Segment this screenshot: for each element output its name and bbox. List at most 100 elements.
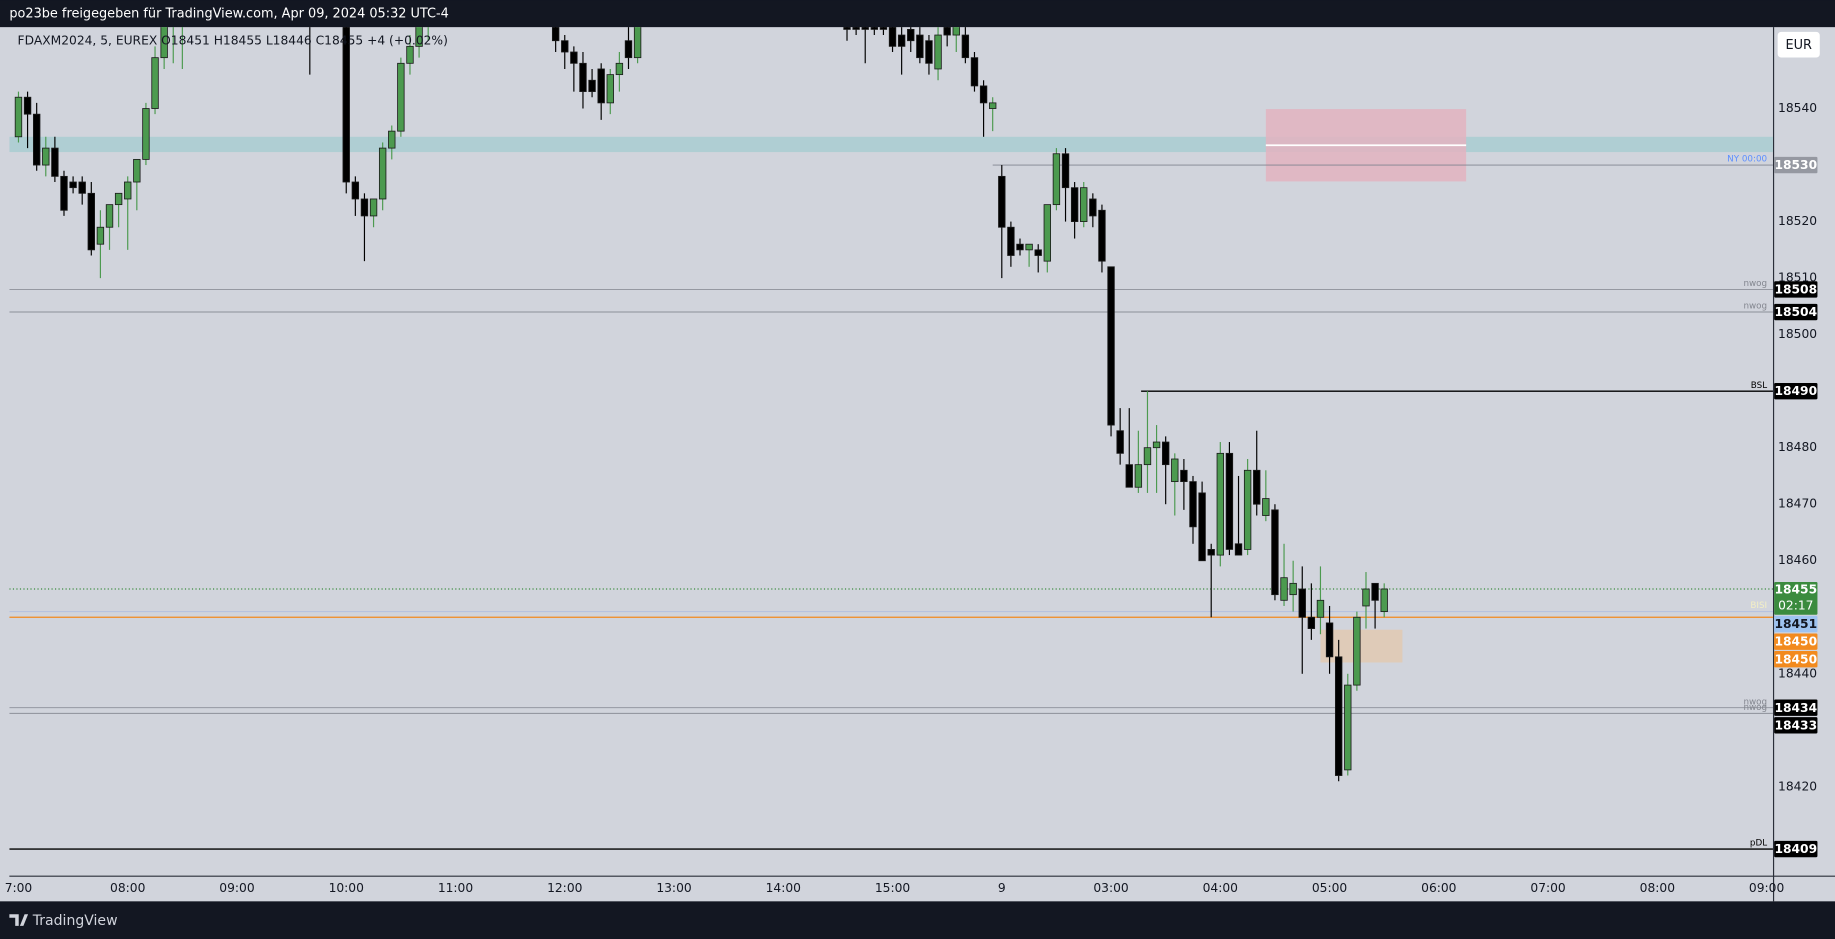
candle-body — [14, 96, 23, 138]
x-tick-label: 13:00 — [656, 881, 691, 895]
chart-area — [0, 27, 1835, 902]
candle-body — [1380, 588, 1388, 613]
y-tick-label: 18420 — [1778, 779, 1817, 793]
candle-body — [415, 27, 423, 47]
candle-body — [989, 102, 997, 109]
price-tag-label: 18451 — [1774, 617, 1817, 631]
candle-body — [1134, 464, 1143, 488]
candle-body — [378, 147, 387, 200]
zone — [9, 136, 1773, 153]
candle-body — [1043, 204, 1052, 262]
candle-body — [961, 34, 970, 59]
candle-body — [1253, 469, 1261, 505]
x-tick-label: 07:00 — [1530, 881, 1565, 895]
candle-body — [1152, 441, 1161, 449]
candle-body — [1098, 209, 1106, 262]
candle-body — [1262, 498, 1270, 516]
candle-body — [142, 108, 150, 160]
y-tick-label: 18460 — [1778, 553, 1817, 567]
candle-body — [579, 62, 587, 92]
plot — [9, 27, 1773, 850]
candle-body — [1271, 509, 1279, 596]
candle-body — [979, 85, 988, 104]
candle-body — [1180, 469, 1188, 483]
x-tick-label: 04:00 — [1203, 881, 1238, 895]
candle-body — [351, 181, 360, 200]
candle-body — [1089, 198, 1097, 217]
candle-body — [843, 27, 851, 30]
price-tag — [1774, 717, 1818, 734]
price-tag-label: 18530 — [1774, 158, 1817, 172]
symbol-legend: FDAXM2024, 5, EUREX O18451 H18455 L18446… — [18, 34, 448, 48]
candle-body — [69, 181, 77, 189]
candle-body — [1061, 153, 1070, 189]
price-tag-label: 18450 — [1774, 635, 1817, 649]
price-tag-label: 18490 — [1774, 384, 1817, 398]
candle-body — [1289, 582, 1297, 596]
candle-body — [1052, 153, 1061, 206]
level-label: nwog — [1743, 703, 1767, 713]
candle-body — [124, 181, 132, 200]
x-tick-label: 09:00 — [1749, 881, 1784, 895]
candle-body — [105, 204, 114, 228]
header-title: po23be freigegeben für TradingView.com, … — [9, 7, 448, 22]
candle-body — [633, 27, 642, 59]
level-label: BISI — [1750, 601, 1767, 611]
countdown-label: 02:17 — [1778, 598, 1813, 612]
price-tag-label: 18508 — [1774, 282, 1817, 296]
candle-body — [96, 226, 105, 245]
currency-button[interactable] — [1777, 31, 1820, 58]
candle-body — [160, 27, 168, 59]
level-label: BSL — [1751, 381, 1767, 391]
price-tag-label: 18450 — [1774, 652, 1817, 666]
level-label: pDL — [1750, 839, 1767, 849]
zone — [1320, 629, 1403, 663]
currency-label[interactable]: EUR — [1785, 38, 1812, 53]
x-tick-label: 7:00 — [5, 881, 33, 895]
candle-body — [1280, 577, 1288, 601]
price-tag — [1774, 651, 1818, 668]
price-tag — [1774, 581, 1818, 615]
candle-body — [1007, 226, 1015, 256]
x-tick-label: 06:00 — [1421, 881, 1456, 895]
x-tick-label: 10:00 — [329, 881, 364, 895]
candle-body — [916, 34, 924, 59]
candle-body — [42, 147, 50, 166]
x-tick-label: 05:00 — [1312, 881, 1347, 895]
candle-body — [1171, 458, 1179, 483]
candle-body — [606, 74, 614, 104]
candle-body — [1371, 582, 1379, 601]
x-tick-label: 9 — [998, 881, 1006, 895]
level-label: nwog — [1743, 279, 1767, 289]
candle-body — [1344, 684, 1352, 771]
candle-body — [1016, 243, 1024, 251]
candle-body — [897, 34, 906, 47]
candle-body — [1207, 549, 1215, 556]
candle-body — [1243, 469, 1252, 550]
price-tag — [1774, 699, 1818, 716]
candle-body — [1216, 452, 1224, 556]
candle-body — [51, 147, 59, 177]
candle-body — [1298, 588, 1306, 618]
candle-body — [852, 27, 860, 30]
y-tick-label: 18470 — [1778, 497, 1817, 511]
level-label: nwog — [1743, 697, 1767, 707]
y-tick-label: 18510 — [1778, 271, 1817, 285]
candle-body — [1070, 187, 1079, 222]
y-tick-label: 18440 — [1778, 666, 1817, 680]
candle-body — [1189, 481, 1197, 528]
candle-body — [23, 96, 32, 115]
x-tick-label: 15:00 — [875, 881, 910, 895]
candle-body — [133, 158, 141, 183]
candle-body — [1198, 492, 1206, 562]
candle-body — [870, 27, 879, 30]
candle-body — [888, 27, 897, 47]
price-tag-label: 18455 — [1774, 583, 1817, 597]
candle-body — [551, 27, 560, 42]
candle-body — [1316, 599, 1325, 618]
candle-body — [1125, 464, 1133, 488]
price-tag — [1774, 303, 1818, 321]
candle-body — [360, 198, 369, 217]
